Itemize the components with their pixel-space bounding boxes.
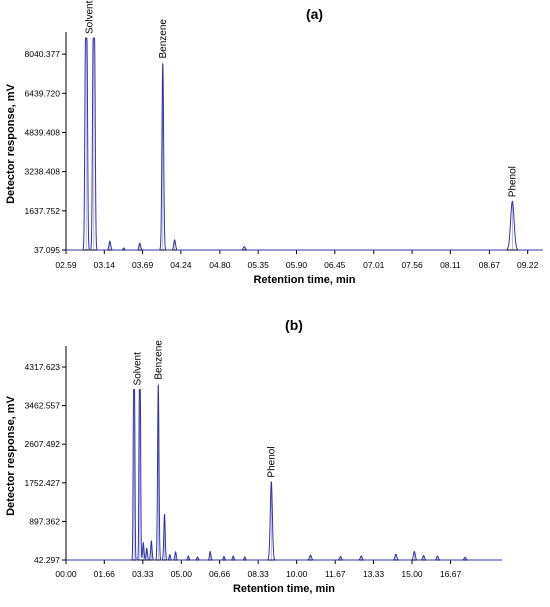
x-tick-label: 09.22 [517,260,539,270]
x-tick-label: 07.56 [401,260,423,270]
x-tick-label: 06.66 [209,569,231,579]
peak-annotation: Benzene [153,340,164,380]
y-tick-label: 897.362 [29,516,60,526]
x-tick-label: 05.35 [248,260,270,270]
x-tick-label: 13.33 [363,569,385,579]
x-tick-label: 08.33 [248,569,270,579]
x-tick-label: 05.90 [286,260,308,270]
y-tick-label: 3238.408 [25,167,61,177]
x-tick-label: 06.45 [324,260,346,270]
x-tick-label: 01.66 [94,569,116,579]
x-tick-label: 03.14 [94,260,116,270]
y-tick-label: 6439.720 [25,88,61,98]
x-tick-label: 11.67 [325,569,346,579]
y-tick-label: 4317.623 [25,362,61,372]
y-tick-label: 8040.377 [25,49,61,59]
x-tick-label: 15.00 [401,569,423,579]
y-tick-label: 1637.752 [25,206,61,216]
y-axis-label: Detector response, mV [5,83,17,203]
x-tick-label: 08.11 [440,260,461,270]
x-tick-label: 05.00 [171,569,193,579]
x-tick-label: 02.59 [55,260,77,270]
x-tick-label: 03.69 [132,260,154,270]
y-tick-label: 4839.408 [25,127,61,137]
x-tick-label: 00.00 [55,569,77,579]
peak-annotation: Benzene [158,19,169,59]
y-tick-label: 42.297 [34,555,60,565]
x-tick-label: 10.00 [286,569,308,579]
panel-label: (b) [285,317,303,333]
y-tick-label: 1752.427 [25,478,61,488]
y-tick-label: 3462.557 [25,401,61,411]
x-axis-label: Retention time, min [253,274,355,286]
x-tick-label: 04.24 [170,260,192,270]
peak-annotation: Phenol [266,446,277,477]
x-tick-label: 03.33 [132,569,154,579]
x-tick-label: 07.01 [363,260,385,270]
y-tick-label: 37.095 [34,245,60,255]
peak-annotation: Phenol [507,166,518,197]
chromatogram-trace [66,37,543,251]
peak-annotation: Solvent [85,0,96,34]
panel-label: (a) [306,6,323,22]
y-axis-label: Detector response, mV [5,395,17,515]
chromatogram-trace [66,384,502,561]
x-tick-label: 08.67 [479,260,501,270]
x-tick-label: 16.67 [440,569,462,579]
x-axis-label: Retention time, min [233,583,335,595]
y-tick-label: 2607.492 [25,439,61,449]
x-tick-label: 04.80 [209,260,231,270]
peak-annotation: Solvent [133,352,144,386]
